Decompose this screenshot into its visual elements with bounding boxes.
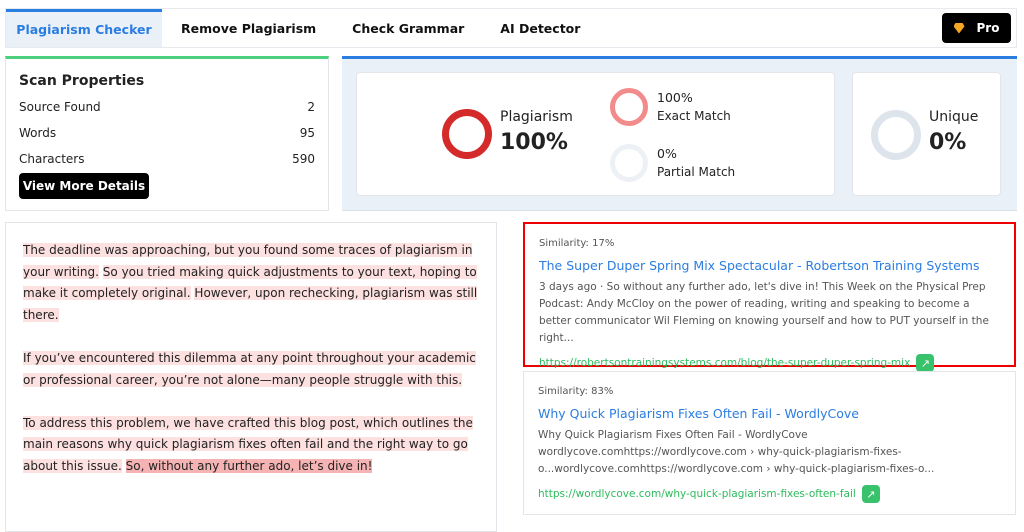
exact-match-ring-icon (610, 88, 648, 126)
view-more-details-button[interactable]: View More Details (19, 173, 149, 199)
plagiarism-card: Plagiarism 100% 100% Exact Match 0% Part… (356, 72, 835, 196)
plagiarism-value: 100% (500, 130, 568, 155)
result-card[interactable]: Similarity: 83% Why Quick Plagiarism Fix… (523, 371, 1016, 515)
pro-label: Pro (976, 21, 1000, 35)
external-link-icon[interactable]: ↗ (861, 485, 880, 503)
row-label: Characters (19, 152, 85, 166)
exact-match-value: 100% (657, 90, 693, 105)
scan-row-characters: Characters 590 (19, 146, 315, 172)
plagiarism-ring-icon (442, 109, 492, 159)
unique-value: 0% (929, 130, 967, 155)
top-nav: Plagiarism Checker Remove Plagiarism Che… (5, 8, 1017, 48)
result-title-link[interactable]: Why Quick Plagiarism Fixes Often Fail - … (538, 406, 860, 421)
result-url-link[interactable]: https://wordlycove.com/why-quick-plagiar… (538, 488, 856, 500)
scan-properties-card: Scan Properties Source Found 2 Words 95 Ch… (5, 56, 329, 211)
matched-sentence-selected[interactable]: So, without any further ado, let’s dive … (125, 458, 373, 473)
row-value: 590 (292, 152, 315, 166)
matched-sentence[interactable]: If you’ve encountered this dilemma at an… (23, 350, 476, 387)
pro-button[interactable]: Pro (942, 13, 1011, 43)
exact-match-label: Exact Match (657, 109, 731, 123)
partial-match-value: 0% (657, 146, 677, 161)
similarity-label: Similarity: 83% (538, 386, 614, 397)
result-description: 3 days ago · So without any further ado,… (539, 281, 989, 344)
tab-ai-detector[interactable]: AI Detector (500, 20, 581, 36)
row-label: Source Found (19, 100, 101, 114)
result-url: https://robertsontrainingsystems.com/blo… (539, 354, 1000, 372)
unique-card: Unique 0% (852, 72, 1001, 196)
unique-ring-icon (871, 110, 921, 160)
row-value: 95 (299, 126, 315, 140)
tab-check-grammar[interactable]: Check Grammar (352, 20, 465, 36)
result-description: Why Quick Plagiarism Fixes Often Fail - … (538, 429, 935, 475)
scan-row-words: Words 95 (19, 120, 315, 146)
tab-plagiarism-checker[interactable]: Plagiarism Checker (6, 9, 162, 47)
tab-remove-plagiarism[interactable]: Remove Plagiarism (181, 20, 317, 36)
paragraph: To address this problem, we have crafted… (23, 413, 479, 478)
partial-match-ring-icon (610, 144, 648, 182)
scan-row-sources: Source Found 2 (19, 94, 315, 120)
paragraph: If you’ve encountered this dilemma at an… (23, 348, 479, 391)
partial-match-label: Partial Match (657, 165, 736, 179)
result-url-link[interactable]: https://robertsontrainingsystems.com/blo… (539, 357, 911, 369)
scan-title: Scan Properties (19, 73, 145, 89)
external-link-icon[interactable]: ↗ (916, 354, 935, 372)
row-value: 2 (307, 100, 315, 114)
result-card[interactable]: Similarity: 17% The Super Duper Spring M… (523, 222, 1016, 372)
gem-icon (953, 22, 965, 34)
paragraph: The deadline was approaching, but you fo… (23, 240, 479, 326)
result-title-link[interactable]: The Super Duper Spring Mix Spectacular -… (539, 258, 980, 273)
checked-text-panel: The deadline was approaching, but you fo… (5, 222, 497, 532)
plagiarism-label: Plagiarism (500, 109, 573, 125)
stats-panel: Plagiarism 100% 100% Exact Match 0% Part… (342, 56, 1017, 211)
similarity-label: Similarity: 17% (539, 238, 615, 249)
unique-label: Unique (929, 109, 979, 125)
row-label: Words (19, 126, 57, 140)
result-url: https://wordlycove.com/why-quick-plagiar… (538, 485, 1001, 503)
